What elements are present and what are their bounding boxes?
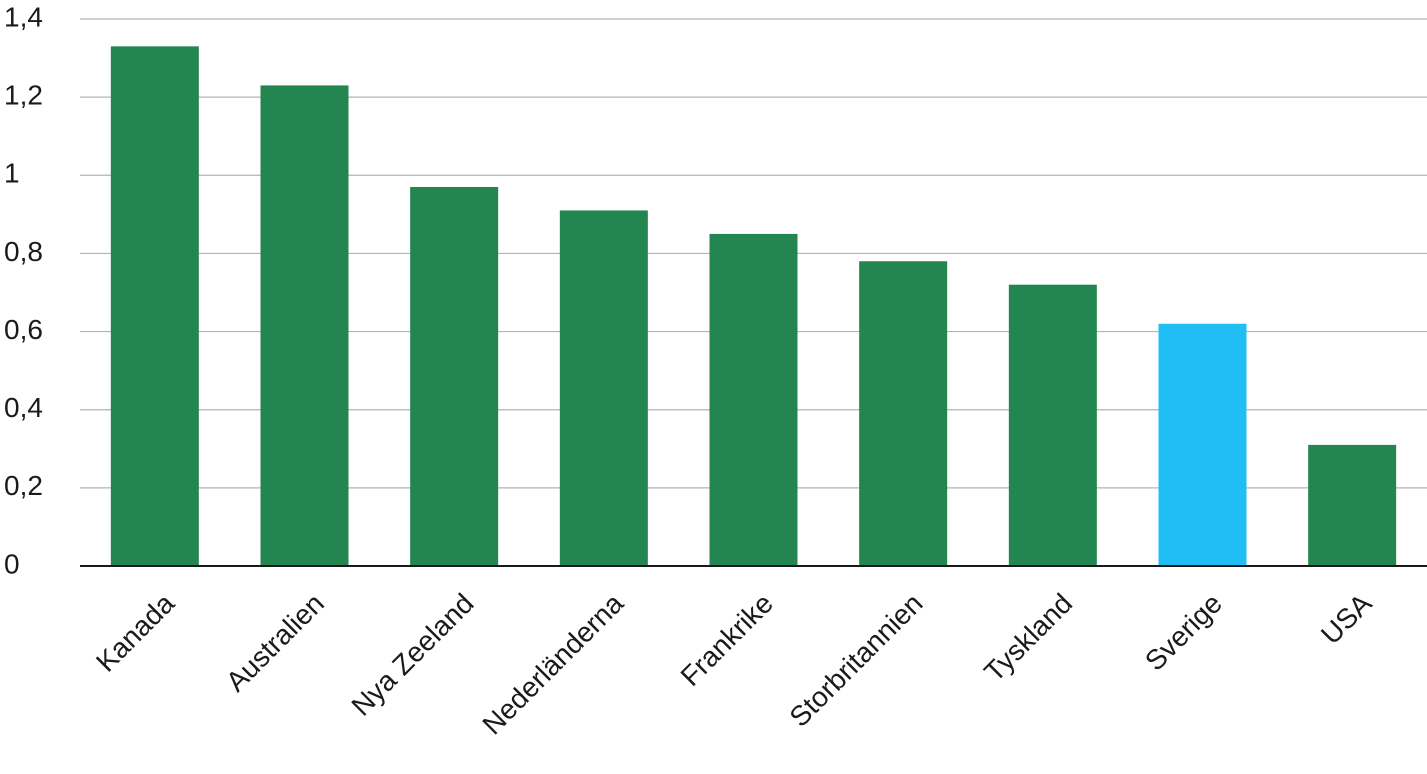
- bar: [859, 261, 948, 566]
- x-tick-label: Tyskland: [978, 588, 1078, 688]
- bar: [1008, 284, 1097, 566]
- bar: [260, 85, 349, 567]
- y-tick-label: 1,4: [4, 1, 43, 32]
- bar: [709, 233, 798, 566]
- y-tick-label: 1,2: [4, 80, 43, 111]
- x-tick-label: Australien: [220, 588, 330, 698]
- y-tick-label: 0: [4, 548, 20, 579]
- bar: [1158, 323, 1247, 566]
- y-tick-label: 0,2: [4, 470, 43, 501]
- x-tick-label: Kanada: [90, 587, 180, 677]
- bar: [1308, 444, 1397, 566]
- x-tick-label: Nederländerna: [476, 587, 629, 740]
- x-tick-label: Sverige: [1139, 588, 1228, 677]
- bar: [110, 46, 199, 567]
- bar: [410, 187, 499, 566]
- y-tick-label: 0,8: [4, 236, 43, 267]
- x-tick-label: Nya Zeeland: [345, 588, 479, 722]
- x-tick-label: USA: [1315, 587, 1378, 650]
- bar: [559, 210, 648, 566]
- y-tick-label: 0,6: [4, 314, 43, 345]
- x-tick-label: Frankrike: [675, 588, 779, 692]
- x-tick-label: Storbritannien: [783, 588, 928, 733]
- y-tick-label: 0,4: [4, 392, 43, 423]
- y-tick-label: 1: [4, 158, 20, 189]
